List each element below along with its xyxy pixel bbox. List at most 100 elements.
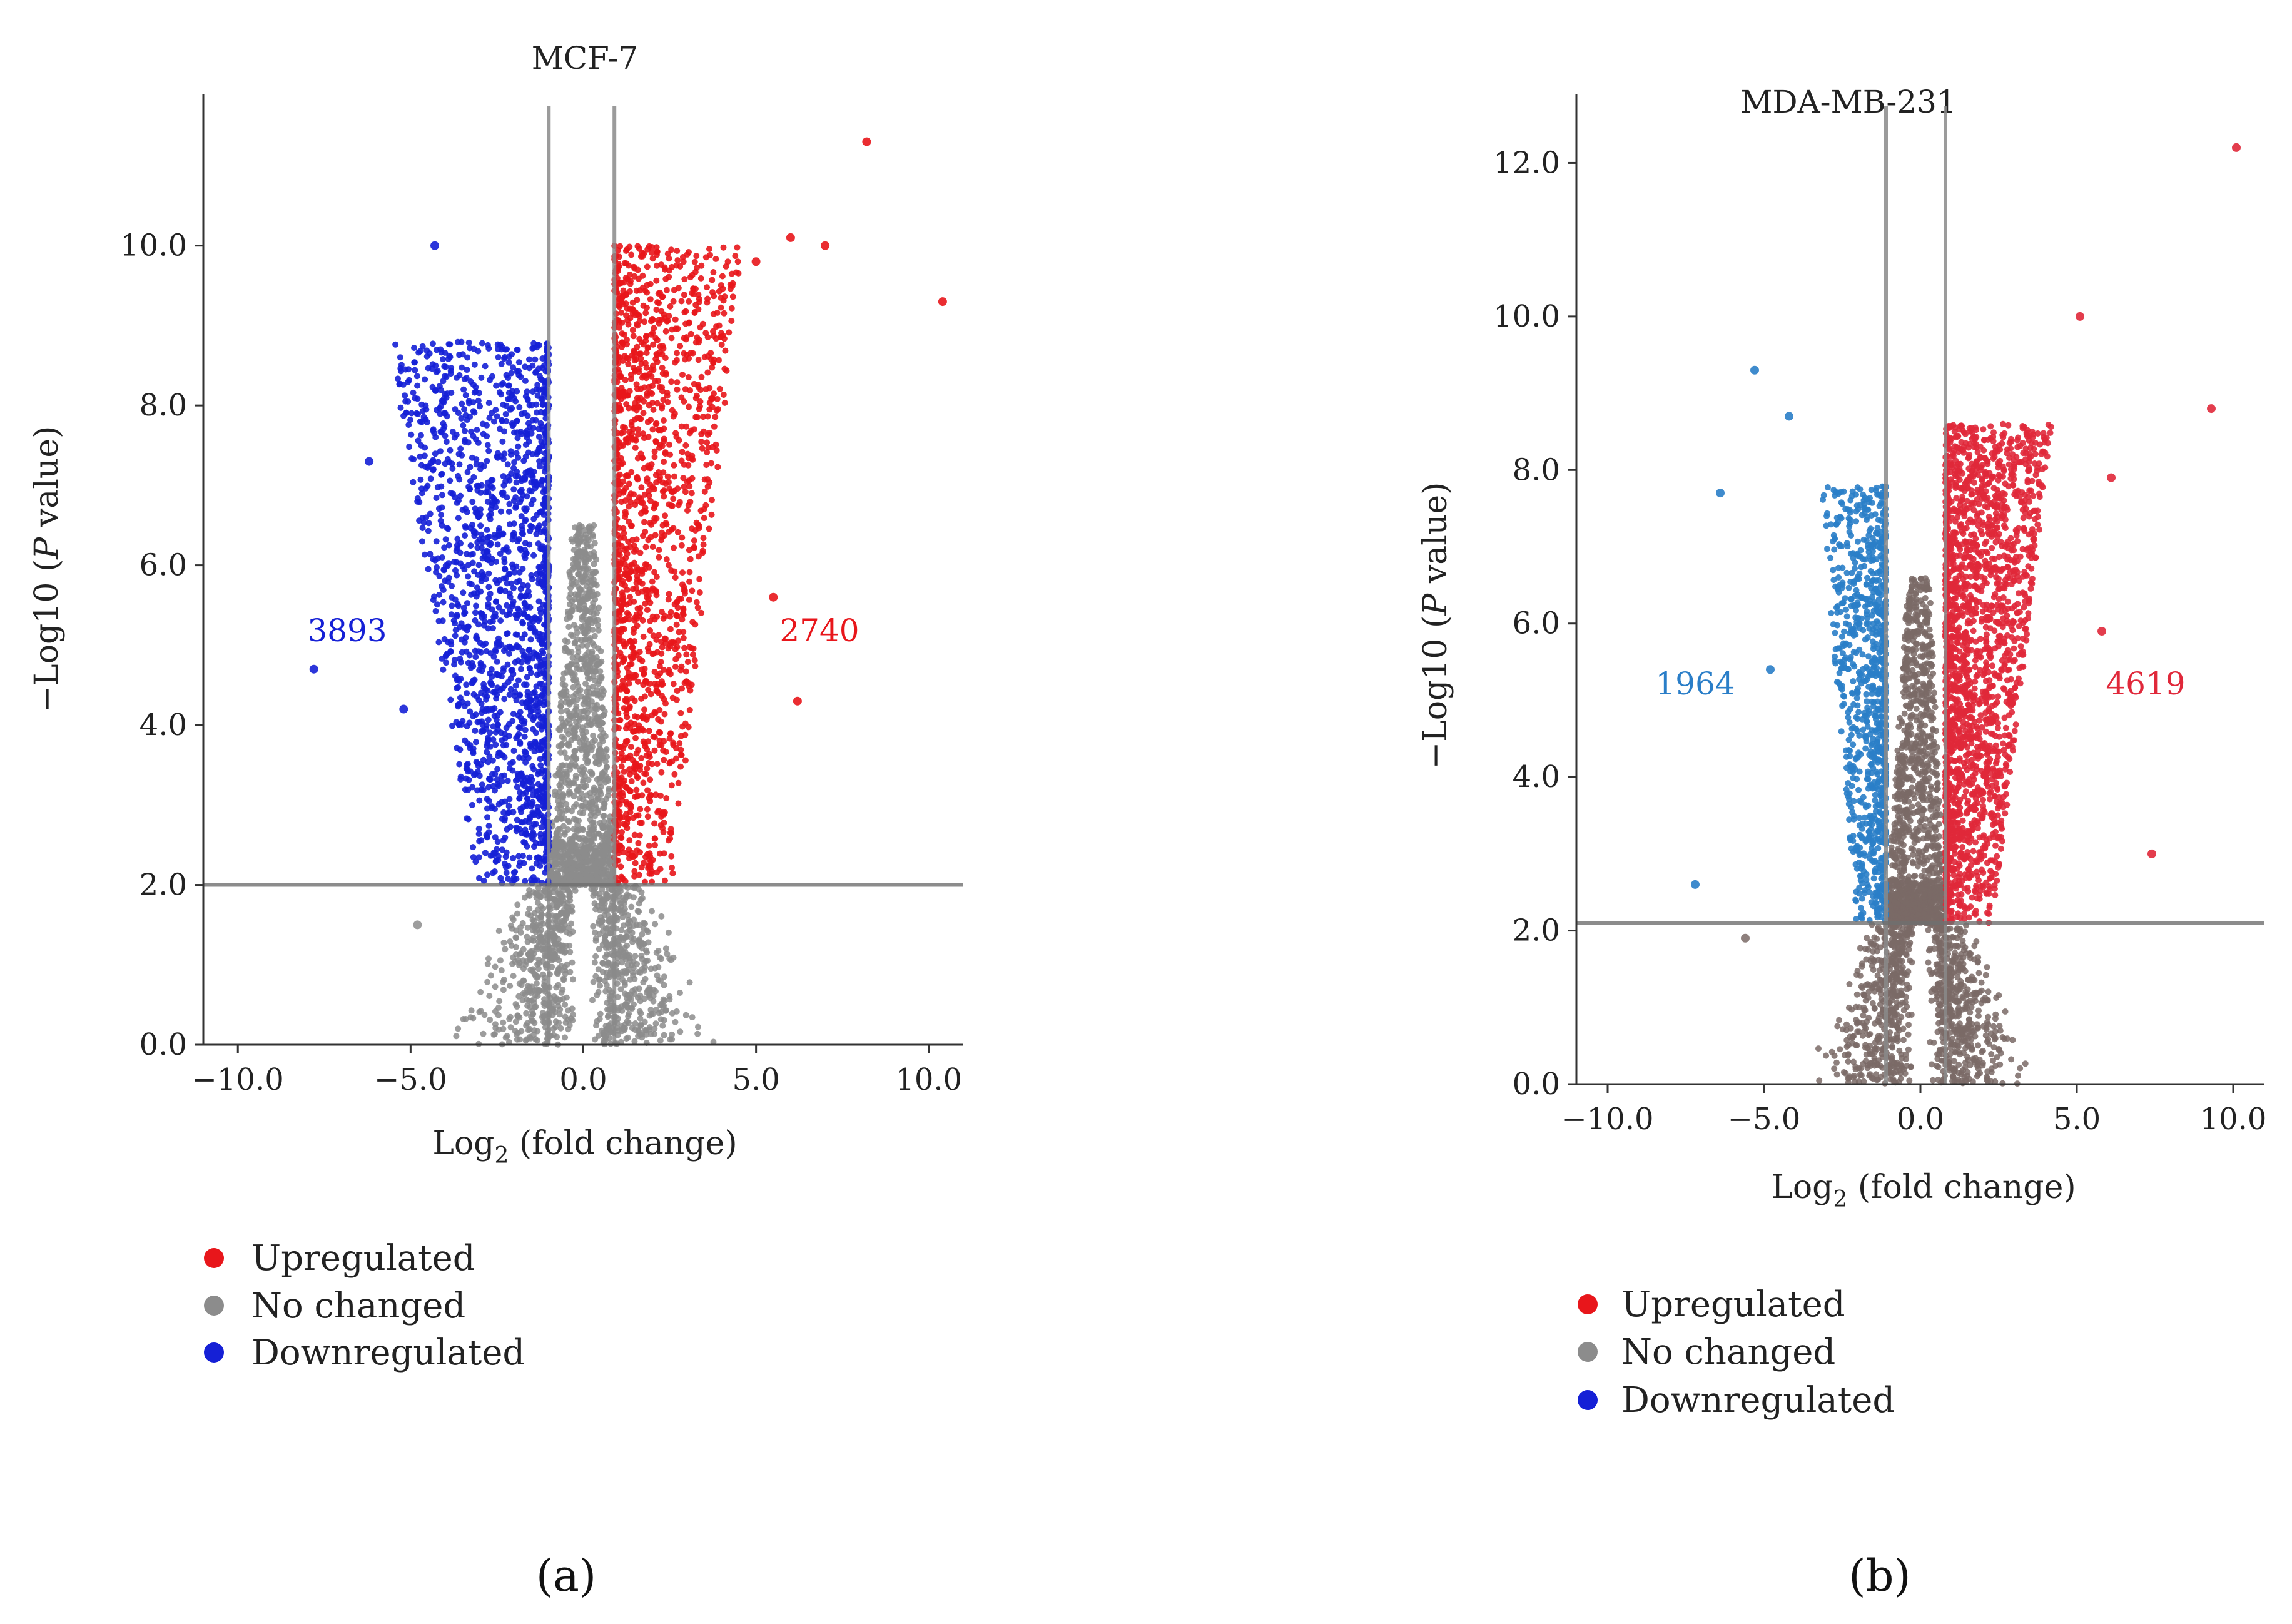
point-down-1661 xyxy=(522,441,529,448)
point-none-1680 xyxy=(569,836,576,843)
point-down-1427 xyxy=(504,494,510,501)
point-none-1873 xyxy=(605,917,612,924)
point-down-1023 xyxy=(520,790,527,797)
point-none-1951 xyxy=(539,1010,546,1017)
point-up-451 xyxy=(716,385,723,392)
point-down-1579 xyxy=(494,766,501,773)
point-down-1649 xyxy=(442,432,449,439)
point-down-380 xyxy=(479,340,485,347)
point-up-794 xyxy=(653,277,660,284)
point-down-1016 xyxy=(524,582,531,589)
point-down-1513 xyxy=(475,348,482,355)
point-down-1464 xyxy=(452,620,458,627)
point-none-2052 xyxy=(563,801,570,808)
point-down-1452 xyxy=(467,542,474,549)
point-up-262 xyxy=(706,246,712,252)
point-down-1069 xyxy=(447,341,454,348)
point-down-1442 xyxy=(440,566,447,573)
point-up-901 xyxy=(677,746,684,753)
point-up-335 xyxy=(632,734,639,741)
point-down-1300 xyxy=(511,459,518,465)
point-down-813 xyxy=(510,465,517,472)
point-down-1050 xyxy=(497,508,504,515)
point-none-1773 xyxy=(467,1014,474,1021)
point-up-234 xyxy=(631,698,638,704)
point-up-381 xyxy=(698,609,705,616)
point-up-937 xyxy=(636,871,642,878)
point-down-1462 xyxy=(499,381,505,388)
point-down-1575 xyxy=(527,803,534,810)
point-none-2189 xyxy=(591,522,597,529)
point-down-1263 xyxy=(501,559,508,566)
point-none-1735 xyxy=(599,1027,606,1034)
point-up-1075 xyxy=(637,604,644,611)
point-down-330 xyxy=(397,404,404,411)
point-down-52 xyxy=(530,552,537,559)
point-none-1850 xyxy=(603,796,610,803)
point-none-2063 xyxy=(565,1016,572,1023)
point-none-1317 xyxy=(564,754,570,761)
point-down-661 xyxy=(485,716,492,723)
point-none-2130 xyxy=(573,703,580,710)
point-down-666 xyxy=(491,713,498,719)
point-none-2088 xyxy=(539,946,545,953)
point-none-222 xyxy=(505,1038,512,1045)
point-down-1664 xyxy=(455,703,462,710)
point-up-1 xyxy=(662,877,668,884)
point-down-1024 xyxy=(510,809,517,816)
point-none-1875 xyxy=(641,995,648,1002)
point-down-187 xyxy=(408,431,415,438)
point-none-1643 xyxy=(527,1003,534,1010)
point-none-1272 xyxy=(682,1012,689,1018)
point-none-1432 xyxy=(622,990,629,997)
point-down-1306 xyxy=(484,442,491,449)
point-down-1519 xyxy=(440,356,446,363)
point-none-1996 xyxy=(627,991,634,998)
point-down-1486 xyxy=(451,434,458,441)
point-none-1684 xyxy=(562,1002,569,1008)
point-up-560 xyxy=(651,569,658,576)
point-none-2038 xyxy=(579,574,586,581)
point-none-1551 xyxy=(646,1026,653,1033)
point-up-347 xyxy=(627,522,634,529)
point-none-2055 xyxy=(564,707,570,714)
point-down-575 xyxy=(524,795,530,802)
point-none-2041 xyxy=(567,948,574,955)
panel-a-title: MCF-7 xyxy=(532,40,639,76)
point-down-1125 xyxy=(477,522,484,529)
point-up-101 xyxy=(646,842,652,849)
point-down-1568 xyxy=(492,598,499,605)
point-none-2152 xyxy=(584,626,591,632)
point-up-606 xyxy=(659,405,665,412)
point-none-1346 xyxy=(590,923,597,930)
point-down-1598 xyxy=(528,430,535,437)
point-down-255 xyxy=(427,475,434,482)
point-none-1685 xyxy=(525,1027,532,1033)
point-down-1641 xyxy=(522,592,529,599)
point-down-708 xyxy=(503,870,510,876)
point-down-1679 xyxy=(506,396,513,403)
point-down-1423 xyxy=(514,538,521,545)
point-none-1338 xyxy=(569,808,575,815)
point-down-1236 xyxy=(440,425,447,432)
point-none-2027 xyxy=(564,669,570,676)
point-down-1055 xyxy=(494,846,500,853)
point-down-1280 xyxy=(464,723,470,729)
point-none-1605 xyxy=(631,1038,638,1045)
point-none-2136 xyxy=(564,692,570,699)
point-down-511 xyxy=(516,403,523,410)
point-up-1079 xyxy=(680,611,687,618)
point-down-1318 xyxy=(496,525,502,532)
point-up-541 xyxy=(637,806,644,813)
point-up-360 xyxy=(644,813,651,820)
point-down-478 xyxy=(510,748,517,754)
point-none-1642 xyxy=(604,974,611,980)
point-up-988 xyxy=(694,521,701,528)
point-down-92 xyxy=(447,477,454,484)
point-none-2196 xyxy=(624,1003,631,1010)
point-down-1422 xyxy=(516,826,523,833)
point-down-1478 xyxy=(518,666,524,672)
point-down-815 xyxy=(462,427,468,434)
point-none-1912 xyxy=(574,592,581,599)
point-none-1834 xyxy=(637,1031,644,1038)
